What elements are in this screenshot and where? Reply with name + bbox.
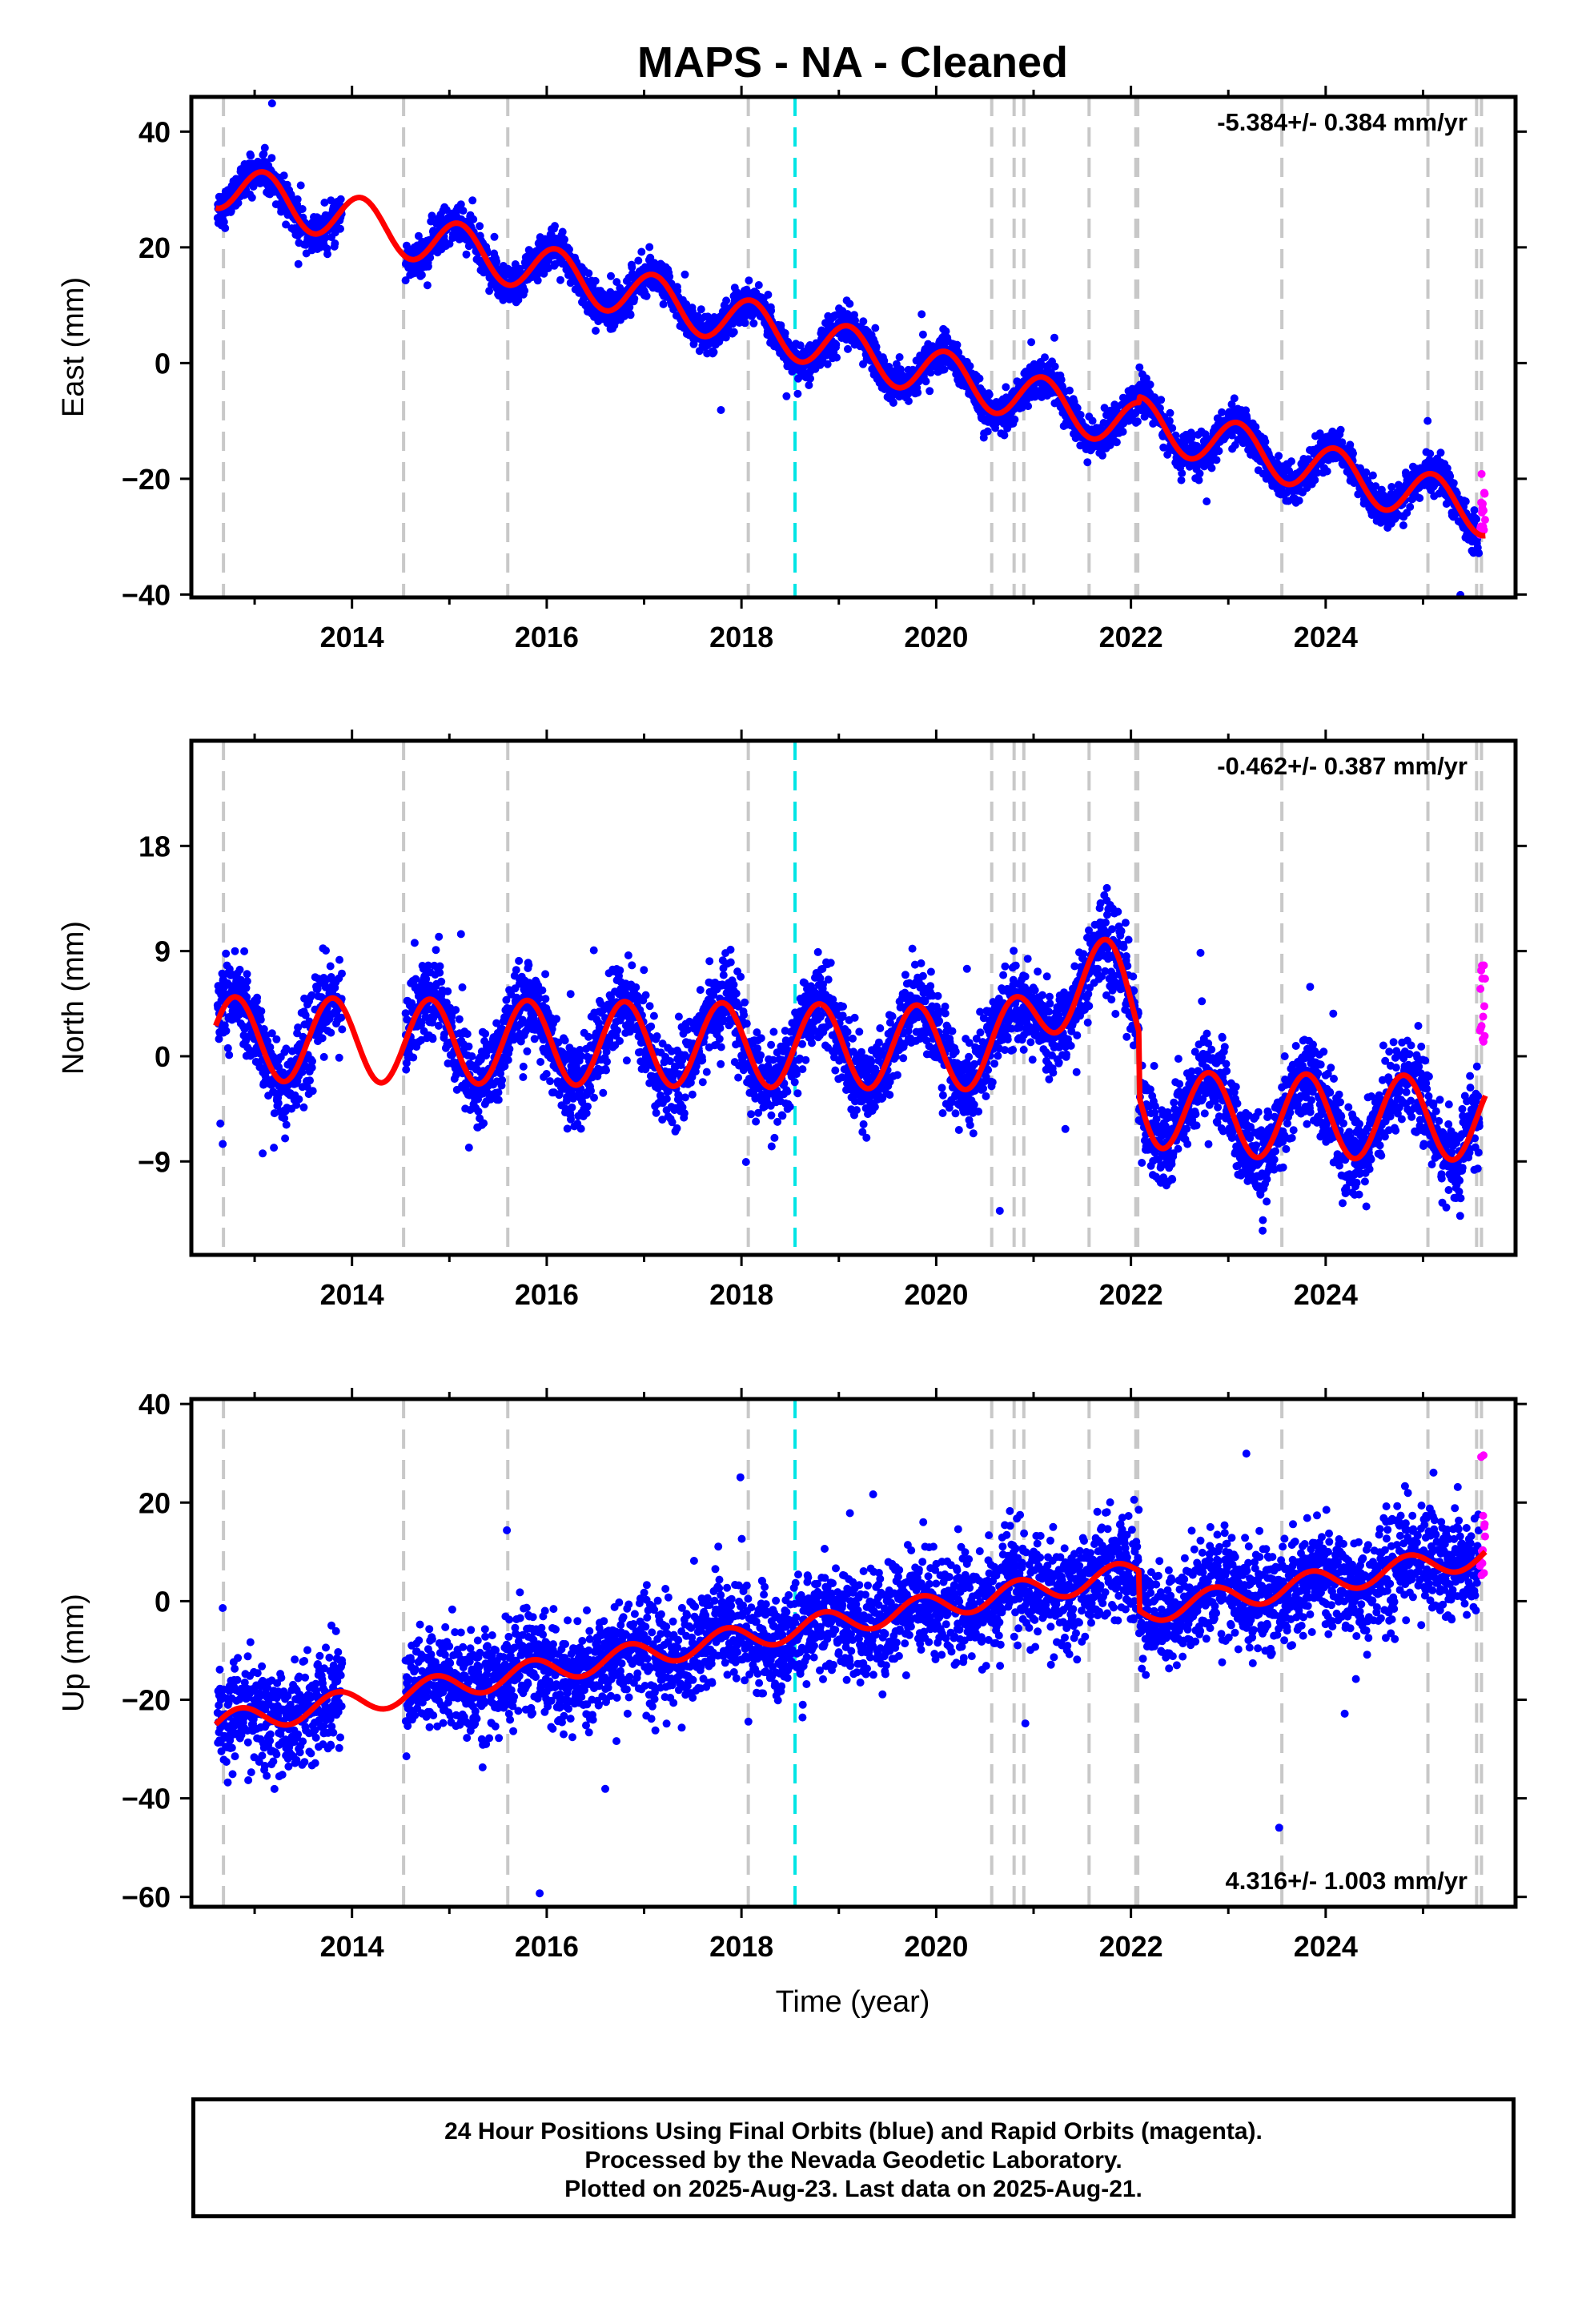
x-tick-label: 2022 <box>1099 621 1163 653</box>
y-tick-label: 18 <box>139 830 171 862</box>
y-axis-label-north: North (mm) <box>57 921 90 1075</box>
final-orbit-points <box>213 99 1484 597</box>
x-tick-label: 2024 <box>1294 1930 1358 1963</box>
plot-area-east <box>213 97 1489 597</box>
axes-frame <box>189 738 1518 1257</box>
x-tick-label: 2014 <box>320 1930 384 1963</box>
rate-label-east: -5.384+/- 0.384 mm/yr <box>1217 108 1468 136</box>
x-tick-label: 2024 <box>1294 1278 1358 1311</box>
y-tick-label: −20 <box>122 463 171 496</box>
x-axis-label: Time (year) <box>776 1985 930 2019</box>
x-tick-label: 2016 <box>515 1930 579 1963</box>
rapid-orbit-points <box>1476 469 1489 539</box>
axes-frame <box>189 94 1518 600</box>
y-tick-label: −9 <box>138 1145 171 1178</box>
y-tick-label: −20 <box>122 1683 171 1716</box>
y-tick-label: −40 <box>122 578 171 611</box>
axes-frame <box>189 1397 1518 1909</box>
x-tick-label: 2016 <box>515 1278 579 1311</box>
x-tick-label: 2020 <box>904 621 968 653</box>
plot-area-north <box>213 741 1489 1255</box>
x-tick-label: 2018 <box>709 1278 773 1311</box>
caption-box: 24 Hour Positions Using Final Orbits (bl… <box>191 2097 1516 2218</box>
final-orbit-points <box>213 1449 1484 1898</box>
caption-line-2: Processed by the Nevada Geodetic Laborat… <box>584 2147 1122 2173</box>
rate-label-north: -0.462+/- 0.387 mm/yr <box>1217 752 1468 780</box>
y-tick-label: 20 <box>139 231 171 264</box>
x-tick-label: 2018 <box>709 1930 773 1963</box>
rapid-orbit-points <box>1476 961 1489 1046</box>
rate-label-up: 4.316+/- 1.003 mm/yr <box>1226 1867 1468 1895</box>
x-tick-label: 2018 <box>709 621 773 653</box>
caption-line-3: Plotted on 2025-Aug-23. Last data on 202… <box>564 2176 1142 2202</box>
model-fit-line <box>214 169 1488 539</box>
x-tick-label: 2014 <box>320 1278 384 1311</box>
x-tick-label: 2022 <box>1099 1930 1163 1963</box>
y-tick-label: 0 <box>155 1585 171 1618</box>
plot-area-up <box>213 1399 1489 1907</box>
y-tick-label: 0 <box>155 347 171 380</box>
model-fit-line <box>213 1550 1488 1728</box>
x-tick-label: 2024 <box>1294 621 1358 653</box>
chart-title: MAPS - NA - Cleaned <box>637 38 1068 86</box>
y-tick-label: 20 <box>139 1486 171 1519</box>
panel-east: 2014 2016 2018 2020 2022 2024 −40 −20 0 20 40 East … <box>57 86 1527 653</box>
y-axis-label-east: East (mm) <box>57 277 90 417</box>
model-fit-line <box>213 936 1488 1163</box>
y-tick-label: 9 <box>155 935 171 968</box>
panel-north: 2014 2016 2018 2020 2022 2024 −9 0 9 18 North (mm)… <box>57 730 1527 1311</box>
y-tick-label: 40 <box>139 115 171 148</box>
y-tick-label: 40 <box>139 1388 171 1421</box>
y-tick-label: −60 <box>122 1881 171 1914</box>
panel-up: 2014 2016 2018 2020 2022 2024 −60 −40 −20 0 20 40 Up… <box>57 1388 1527 1963</box>
y-axis-label-up: Up (mm) <box>57 1594 90 1712</box>
panels: 2014 2016 2018 2020 2022 2024−40−2002040East … <box>57 86 1527 1963</box>
rapid-orbit-points <box>1476 1451 1489 1580</box>
y-tick-label: −40 <box>122 1783 171 1815</box>
y-tick-label: 0 <box>155 1040 171 1073</box>
x-tick-label: 2016 <box>515 621 579 653</box>
x-tick-label: 2020 <box>904 1278 968 1311</box>
x-tick-label: 2020 <box>904 1930 968 1963</box>
x-tick-label: 2014 <box>320 621 384 653</box>
caption-line-1: 24 Hour Positions Using Final Orbits (bl… <box>444 2118 1263 2145</box>
x-tick-label: 2022 <box>1099 1278 1163 1311</box>
